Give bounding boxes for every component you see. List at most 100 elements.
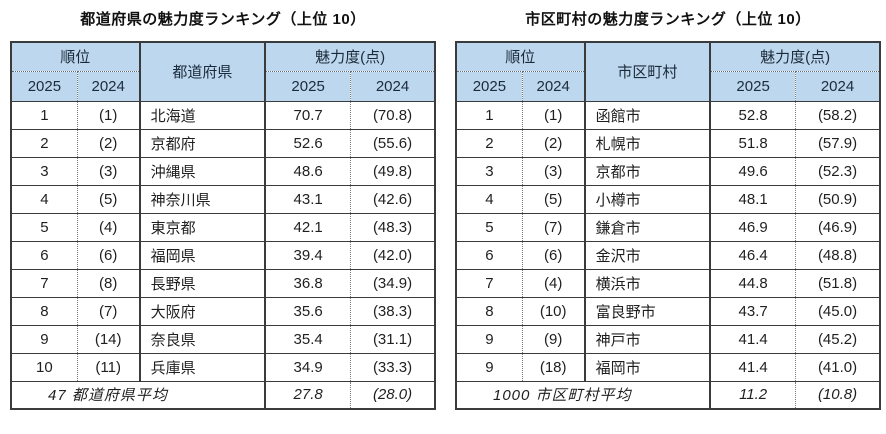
name-cell: 函館市 [583, 100, 712, 130]
score-2025-cell: 70.7 [264, 100, 352, 130]
score-2024-cell: (33.3) [350, 352, 436, 382]
rank-2024-header: 2024 [76, 70, 141, 102]
score-2025-cell: 44.8 [709, 268, 797, 298]
table-row: 5 (7) 鎌倉市 46.9 (46.9) [455, 212, 881, 242]
score-2025-header: 2025 [264, 70, 352, 102]
rank-2024-cell: (6) [521, 240, 586, 270]
average-row: 47 都道府県平均 27.8 (28.0) [10, 380, 436, 410]
table-row: 10 (11) 兵庫県 34.9 (33.3) [10, 352, 436, 382]
table-row: 1 (1) 北海道 70.7 (70.8) [10, 100, 436, 130]
name-cell: 兵庫県 [138, 352, 267, 382]
score-2025-cell: 41.4 [709, 352, 797, 382]
rank-2025-cell: 8 [455, 296, 523, 326]
score-2024-cell: (45.2) [795, 324, 881, 354]
table-row: 4 (5) 小樽市 48.1 (50.9) [455, 184, 881, 214]
name-cell: 京都市 [583, 156, 712, 186]
rank-2024-cell: (8) [76, 268, 141, 298]
score-2024-cell: (42.0) [350, 240, 436, 270]
table-row: 2 (2) 札幌市 51.8 (57.9) [455, 128, 881, 158]
rank-2025-cell: 5 [455, 212, 523, 242]
score-2025-cell: 34.9 [264, 352, 352, 382]
rank-2024-cell: (4) [521, 268, 586, 298]
rank-2024-cell: (18) [521, 352, 586, 382]
score-2025-cell: 35.4 [264, 324, 352, 354]
rank-2024-cell: (4) [76, 212, 141, 242]
table-row: 9 (9) 神戸市 41.4 (45.2) [455, 324, 881, 354]
average-row: 1000 市区町村平均 11.2 (10.8) [455, 380, 881, 410]
table-row: 7 (8) 長野県 36.8 (34.9) [10, 268, 436, 298]
rank-2024-cell: (9) [521, 324, 586, 354]
score-2024-cell: (48.3) [350, 212, 436, 242]
score-2024-cell: (45.0) [795, 296, 881, 326]
name-column-header: 市区町村 [583, 41, 712, 102]
rank-2024-cell: (6) [76, 240, 141, 270]
rank-2025-cell: 2 [455, 128, 523, 158]
table-row: 2 (2) 京都府 52.6 (55.6) [10, 128, 436, 158]
table-row: 8 (7) 大阪府 35.6 (38.3) [10, 296, 436, 326]
rank-2025-cell: 6 [10, 240, 78, 270]
rank-2025-cell: 4 [10, 184, 78, 214]
score-2024-cell: (38.3) [350, 296, 436, 326]
header-year-row: 2025 2024 2025 2024 [455, 70, 881, 102]
rank-2025-cell: 9 [455, 324, 523, 354]
name-cell: 富良野市 [583, 296, 712, 326]
rank-2025-cell: 8 [10, 296, 78, 326]
score-2024-cell: (51.8) [795, 268, 881, 298]
rank-2024-cell: (7) [521, 212, 586, 242]
rank-2025-cell: 7 [10, 268, 78, 298]
score-2025-cell: 41.4 [709, 324, 797, 354]
rank-2024-cell: (14) [76, 324, 141, 354]
score-group-header: 魅力度(点) [709, 41, 881, 72]
rank-2025-cell: 3 [10, 156, 78, 186]
score-2024-cell: (48.8) [795, 240, 881, 270]
rank-2024-header: 2024 [521, 70, 586, 102]
rank-2024-cell: (1) [521, 100, 586, 130]
score-2024-cell: (55.6) [350, 128, 436, 158]
name-cell: 京都府 [138, 128, 267, 158]
score-group-header: 魅力度(点) [264, 41, 436, 72]
score-2024-cell: (34.9) [350, 268, 436, 298]
rank-2024-cell: (5) [76, 184, 141, 214]
score-2025-header: 2025 [709, 70, 797, 102]
score-2025-cell: 42.1 [264, 212, 352, 242]
table-row: 9 (18) 福岡市 41.4 (41.0) [455, 352, 881, 382]
name-column-header: 都道府県 [138, 41, 267, 102]
rank-2024-cell: (10) [521, 296, 586, 326]
name-cell: 大阪府 [138, 296, 267, 326]
score-2024-cell: (31.1) [350, 324, 436, 354]
score-2024-cell: (49.8) [350, 156, 436, 186]
average-label: 1000 市区町村平均 [455, 380, 711, 410]
table-row: 6 (6) 金沢市 46.4 (48.8) [455, 240, 881, 270]
score-2025-cell: 51.8 [709, 128, 797, 158]
rank-group-header: 順位 [455, 41, 586, 72]
name-cell: 鎌倉市 [583, 212, 712, 242]
table-row: 5 (4) 東京都 42.1 (48.3) [10, 212, 436, 242]
table-row: 3 (3) 京都市 49.6 (52.3) [455, 156, 881, 186]
rank-2024-cell: (3) [76, 156, 141, 186]
score-2025-cell: 46.4 [709, 240, 797, 270]
rank-2025-cell: 9 [10, 324, 78, 354]
name-cell: 金沢市 [583, 240, 712, 270]
prefecture-ranking-table: 順位 都道府県 魅力度(点) 2025 2024 2025 2024 1 (1) 北… [10, 41, 436, 410]
municipality-ranking-section: 市区町村の魅力度ランキング（上位 10） 順位 市区町村 魅力度(点) 2025… [455, 6, 881, 434]
table-row: 9 (14) 奈良県 35.4 (31.1) [10, 324, 436, 354]
score-2024-cell: (42.6) [350, 184, 436, 214]
name-cell: 東京都 [138, 212, 267, 242]
header-year-row: 2025 2024 2025 2024 [10, 70, 436, 102]
rank-2025-cell: 5 [10, 212, 78, 242]
average-label: 47 都道府県平均 [10, 380, 266, 410]
rank-2025-cell: 3 [455, 156, 523, 186]
name-cell: 小樽市 [583, 184, 712, 214]
name-cell: 沖縄県 [138, 156, 267, 186]
rank-2024-cell: (1) [76, 100, 141, 130]
rank-2025-header: 2025 [455, 70, 523, 102]
rank-2025-cell: 7 [455, 268, 523, 298]
score-2024-cell: (46.9) [795, 212, 881, 242]
rank-2025-cell: 2 [10, 128, 78, 158]
prefecture-table-title: 都道府県の魅力度ランキング（上位 10） [80, 11, 366, 28]
score-2025-cell: 35.6 [264, 296, 352, 326]
rank-2024-cell: (2) [76, 128, 141, 158]
score-2024-header: 2024 [795, 70, 881, 102]
header-group-row: 順位 都道府県 魅力度(点) [10, 41, 436, 102]
